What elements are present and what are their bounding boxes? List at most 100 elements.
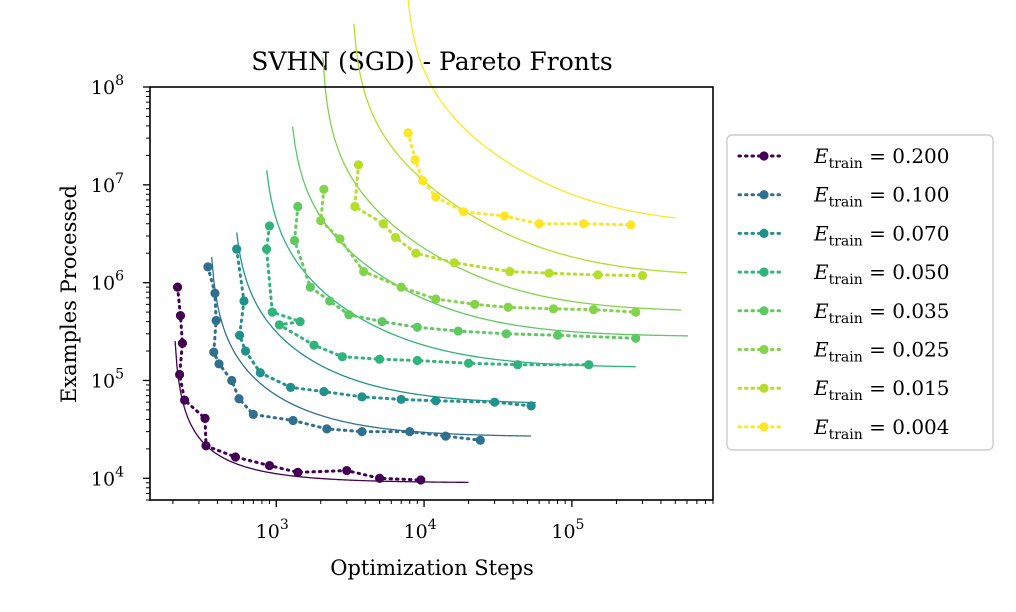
data-point-0.100-6 bbox=[234, 394, 244, 404]
data-point-0.200-2 bbox=[177, 338, 188, 348]
data-point-0.050-1 bbox=[261, 244, 272, 254]
data-point-0.004-8 bbox=[626, 220, 636, 230]
y-axis-label: Examples Processed bbox=[57, 185, 81, 403]
series-layer bbox=[172, 0, 689, 485]
data-point-0.100-0 bbox=[203, 262, 213, 272]
data-point-0.035-7 bbox=[453, 326, 463, 336]
legend-marker bbox=[759, 344, 769, 355]
legend-label: Etrain = 0.050 bbox=[813, 260, 950, 288]
data-point-0.070-2 bbox=[234, 330, 245, 340]
data-point-0.200-3 bbox=[175, 369, 185, 380]
data-point-0.015-3 bbox=[390, 232, 401, 243]
x-tick-label: 104 bbox=[404, 517, 437, 543]
data-point-0.200-8 bbox=[264, 460, 275, 471]
legend-entry-0.050: Etrain = 0.050 bbox=[737, 260, 950, 288]
series-0.025 bbox=[316, 57, 682, 317]
legend-entry-0.200: Etrain = 0.200 bbox=[737, 144, 950, 172]
legend-label: Etrain = 0.025 bbox=[813, 338, 950, 366]
legend-entry-0.070: Etrain = 0.070 bbox=[737, 221, 950, 249]
series-0.070 bbox=[232, 232, 536, 411]
data-point-0.200-4 bbox=[180, 395, 190, 405]
data-point-0.050-5 bbox=[309, 340, 319, 350]
series-0.100 bbox=[203, 257, 532, 445]
data-point-0.025-9 bbox=[588, 305, 599, 315]
legend-marker bbox=[759, 190, 769, 200]
y-tick-label: 105 bbox=[91, 366, 124, 392]
fit-curve-0.025 bbox=[322, 57, 682, 311]
data-point-0.025-3 bbox=[359, 266, 369, 277]
data-point-0.025-6 bbox=[470, 299, 480, 309]
data-point-0.050-8 bbox=[412, 355, 422, 366]
data-point-0.004-3 bbox=[431, 192, 441, 202]
data-point-0.100-9 bbox=[322, 424, 332, 434]
data-point-0.025-2 bbox=[335, 234, 345, 244]
legend-marker bbox=[759, 267, 769, 277]
data-point-0.200-11 bbox=[374, 473, 385, 483]
data-point-0.100-2 bbox=[211, 315, 221, 326]
data-point-0.015-1 bbox=[350, 201, 360, 212]
data-point-0.035-5 bbox=[377, 316, 387, 327]
data-line-0.200 bbox=[176, 285, 423, 482]
x-tick-label: 105 bbox=[551, 517, 584, 543]
data-line-0.004 bbox=[406, 131, 633, 227]
data-point-0.025-7 bbox=[503, 302, 513, 312]
y-tick-label: 104 bbox=[91, 464, 124, 490]
data-point-0.004-0 bbox=[403, 128, 413, 138]
legend-marker bbox=[759, 383, 769, 393]
x-axis-ticks: 103 104 105 bbox=[172, 500, 714, 543]
chart-title: SVHN (SGD) - Pareto Fronts bbox=[251, 47, 613, 76]
legend-entry-0.004: Etrain = 0.004 bbox=[737, 415, 950, 443]
data-line-0.015 bbox=[353, 163, 644, 278]
data-point-0.025-5 bbox=[431, 294, 441, 304]
y-tick-label: 106 bbox=[91, 269, 124, 295]
series-0.015 bbox=[350, 23, 688, 281]
legend-entries: Etrain = 0.200 Etrain = 0.100 Etrain = 0.0… bbox=[737, 144, 950, 443]
data-point-0.050-3 bbox=[295, 316, 305, 327]
data-point-0.070-6 bbox=[319, 386, 329, 397]
data-point-0.100-7 bbox=[248, 409, 258, 419]
y-tick-label: 107 bbox=[91, 171, 124, 197]
data-point-0.100-3 bbox=[209, 347, 219, 357]
data-point-0.100-8 bbox=[288, 415, 298, 426]
data-point-0.035-4 bbox=[344, 310, 354, 320]
data-point-0.050-2 bbox=[267, 307, 277, 317]
data-point-0.004-7 bbox=[579, 219, 589, 229]
data-point-0.100-13 bbox=[475, 435, 485, 445]
data-point-0.025-0 bbox=[319, 184, 329, 194]
series-0.050 bbox=[261, 170, 636, 370]
data-point-0.050-10 bbox=[513, 360, 523, 370]
data-point-0.035-1 bbox=[289, 235, 300, 246]
legend-entry-0.100: Etrain = 0.100 bbox=[737, 183, 950, 211]
data-point-0.035-2 bbox=[305, 282, 315, 292]
data-point-0.050-0 bbox=[264, 221, 275, 231]
x-axis-label: Optimization Steps bbox=[330, 556, 534, 580]
series-0.004 bbox=[403, 0, 676, 230]
data-point-0.100-10 bbox=[357, 427, 367, 437]
legend-marker bbox=[759, 422, 769, 432]
data-point-0.035-9 bbox=[553, 330, 563, 340]
legend-label: Etrain = 0.100 bbox=[813, 183, 950, 211]
y-tick-label: 108 bbox=[91, 73, 124, 99]
data-line-0.025 bbox=[319, 187, 638, 314]
data-point-0.004-2 bbox=[418, 176, 428, 186]
data-point-0.070-9 bbox=[431, 396, 441, 406]
data-point-0.035-0 bbox=[293, 201, 303, 212]
data-line-0.100 bbox=[206, 265, 482, 442]
data-point-0.050-6 bbox=[337, 352, 347, 362]
legend-entry-0.035: Etrain = 0.035 bbox=[737, 299, 950, 327]
data-point-0.025-8 bbox=[548, 304, 559, 314]
data-point-0.015-4 bbox=[411, 248, 421, 258]
data-point-0.050-9 bbox=[463, 358, 474, 368]
data-point-0.200-12 bbox=[416, 475, 426, 485]
data-point-0.025-1 bbox=[316, 216, 326, 226]
data-point-0.200-0 bbox=[172, 282, 183, 292]
data-point-0.015-6 bbox=[505, 266, 515, 277]
legend-label: Etrain = 0.035 bbox=[813, 299, 950, 327]
data-point-0.070-8 bbox=[396, 394, 406, 405]
legend-entry-0.015: Etrain = 0.015 bbox=[737, 376, 950, 404]
data-point-0.200-6 bbox=[201, 441, 211, 451]
data-point-0.100-5 bbox=[227, 375, 237, 386]
legend-marker bbox=[759, 306, 769, 316]
data-point-0.070-0 bbox=[232, 244, 242, 254]
